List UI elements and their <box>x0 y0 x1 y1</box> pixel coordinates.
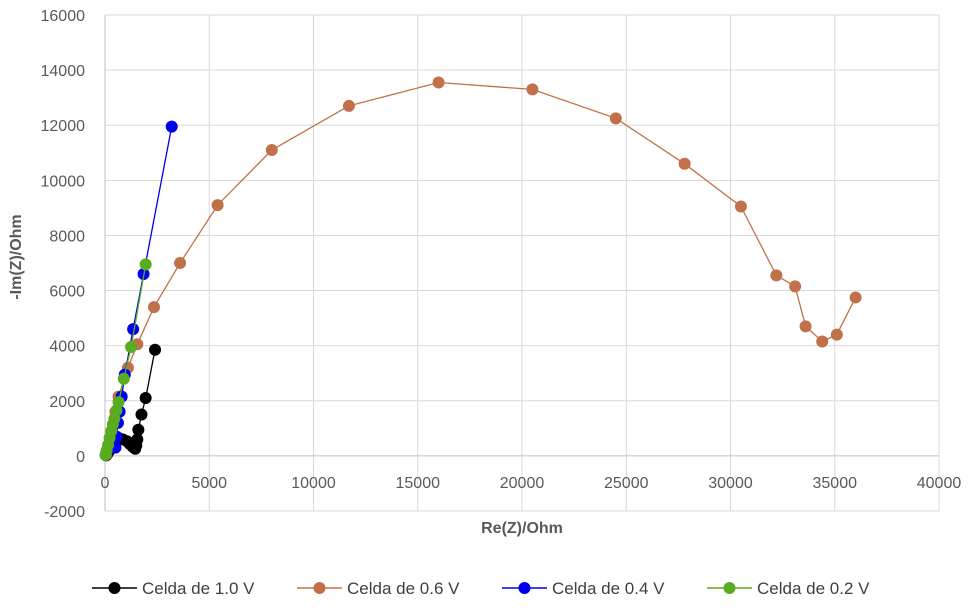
data-point <box>132 423 145 436</box>
y-tick-label: 2000 <box>49 394 85 411</box>
legend-label: Celda de 0.2 V <box>757 579 870 598</box>
x-tick-label: 10000 <box>291 475 336 492</box>
data-point <box>139 392 152 405</box>
legend-label: Celda de 0.6 V <box>347 579 460 598</box>
legend-marker <box>108 582 121 594</box>
data-point <box>526 83 539 96</box>
x-tick-label: 5000 <box>191 475 227 492</box>
data-point <box>830 328 843 341</box>
x-tick-label: 0 <box>101 475 110 492</box>
data-point <box>849 291 862 304</box>
data-point <box>139 258 152 271</box>
series-line <box>105 81 857 455</box>
data-point <box>342 99 355 112</box>
data-point <box>127 323 140 336</box>
legend-marker <box>518 582 531 594</box>
y-tick-label: 6000 <box>49 284 85 301</box>
axes <box>104 15 939 511</box>
data-point <box>265 144 278 157</box>
data-point <box>135 408 148 421</box>
data-point <box>609 112 622 125</box>
data-point <box>678 157 691 170</box>
y-tick-label: 4000 <box>49 339 85 356</box>
series-4 <box>99 258 152 462</box>
legend-label: Celda de 1.0 V <box>142 579 255 598</box>
data-point <box>816 335 829 348</box>
y-axis-title: -Im(Z)/Ohm <box>8 214 25 299</box>
data-point <box>789 280 802 293</box>
legend: Celda de 1.0 V Celda de 0.6 V Celda de 0.4… <box>92 579 870 598</box>
x-axis-title: Re(Z)/Ohm <box>481 520 563 537</box>
legend-marker <box>313 582 326 594</box>
x-tick-label: 25000 <box>604 475 649 492</box>
legend-marker <box>723 582 736 594</box>
x-tick-label: 40000 <box>917 475 962 492</box>
x-tick-label: 35000 <box>813 475 858 492</box>
y-tick-label: 0 <box>76 449 85 466</box>
legend-item: Celda de 0.4 V <box>502 579 665 598</box>
data-point <box>211 199 224 212</box>
data-point <box>149 343 162 356</box>
legend-item: Celda de 0.6 V <box>297 579 460 598</box>
legend-label: Celda de 0.4 V <box>552 579 665 598</box>
data-point <box>147 301 160 314</box>
x-tick-label: 20000 <box>500 475 545 492</box>
series-2 <box>100 76 862 461</box>
data-point <box>799 320 812 333</box>
y-tick-label: 12000 <box>41 118 86 135</box>
data-point <box>125 341 138 354</box>
x-tick-label: 30000 <box>708 475 753 492</box>
legend-item: Celda de 0.2 V <box>707 579 870 598</box>
data-point <box>432 76 445 89</box>
data-point <box>174 257 187 269</box>
y-tick-label: 10000 <box>41 173 86 190</box>
series-layer <box>99 76 862 462</box>
data-point <box>165 120 178 133</box>
x-tick-label: 15000 <box>396 475 441 492</box>
tick-labels: 0 5000 10000 15000 20000 25000 30000 35000 40000… <box>41 8 962 521</box>
data-point <box>734 200 747 213</box>
legend-item: Celda de 1.0 V <box>92 579 255 598</box>
y-tick-label: 8000 <box>49 228 85 245</box>
y-tick-label: -2000 <box>44 504 85 521</box>
data-point <box>112 396 125 409</box>
y-tick-label: 16000 <box>41 8 86 25</box>
gridlines <box>105 14 940 512</box>
data-point <box>131 433 144 446</box>
data-point <box>117 372 130 385</box>
data-point <box>770 269 783 282</box>
y-tick-label: 14000 <box>41 63 86 80</box>
